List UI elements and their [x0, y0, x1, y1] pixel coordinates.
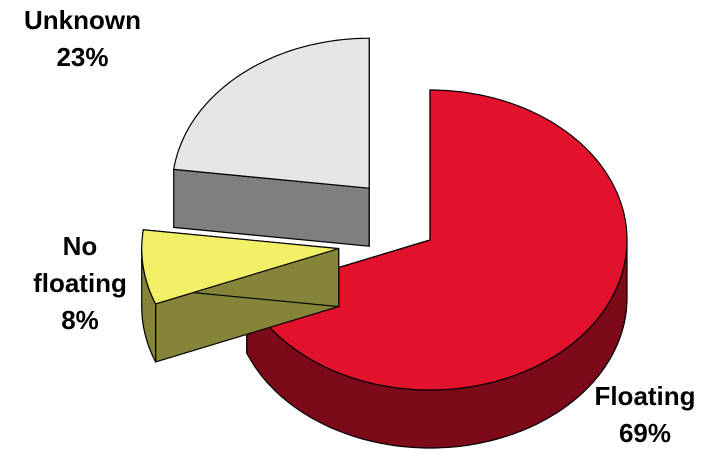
value-label: 23% [56, 42, 109, 72]
category-label: Unknown [24, 5, 141, 35]
category-label: No floating [33, 231, 127, 298]
value-label: 69% [618, 418, 672, 448]
category-label: Floating [594, 381, 696, 411]
slice-top [141, 229, 339, 305]
slice-label: No floating 8% [20, 228, 140, 339]
slice-top [245, 89, 628, 391]
pie-slice [172, 37, 370, 247]
slice-label: Floating 69% [570, 378, 709, 450]
value-label: 8% [61, 305, 99, 335]
pie-slice [141, 229, 340, 363]
pie-slice [245, 89, 628, 449]
slice-top [172, 37, 370, 189]
slice-label: Unknown 23% [5, 2, 160, 76]
